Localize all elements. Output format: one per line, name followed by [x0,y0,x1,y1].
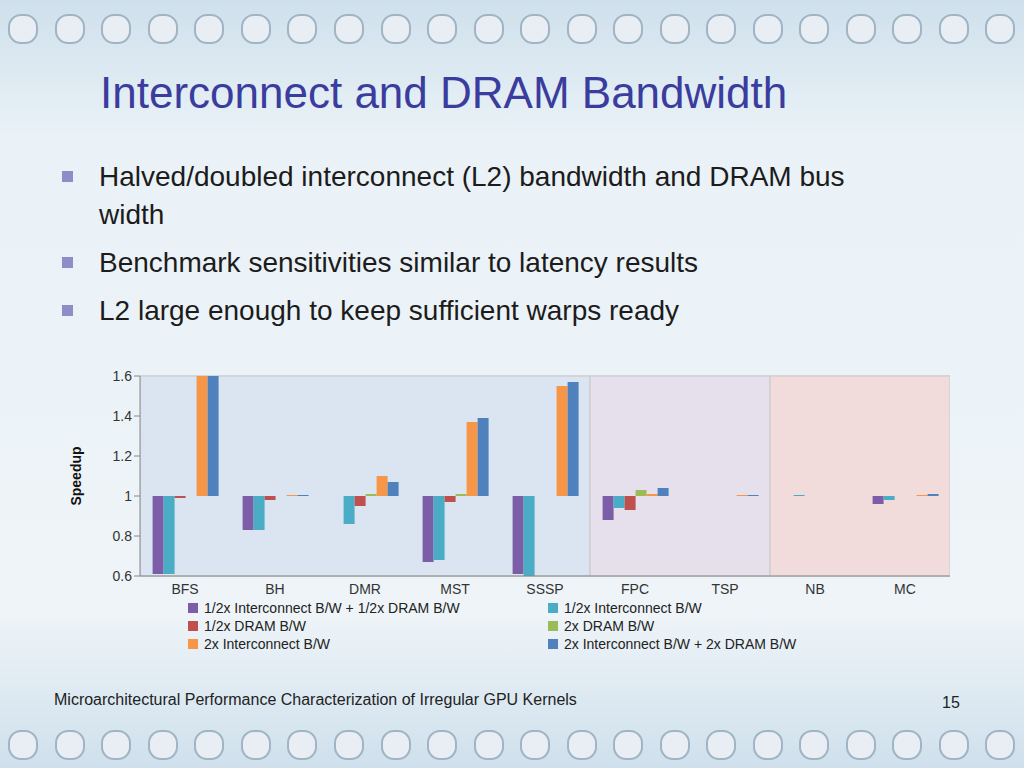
html-text:Microarchitectural Performance: Microarchitectural Performance Character… [54,691,577,708]
html-text:Benchmark sensitivities simila: Benchmark sensitivities similar to laten… [99,247,699,278]
svg-text:TSP: TSP [711,581,738,597]
html-text:2x Interconnect B/W: 2x Interconnect B/W [204,636,331,652]
svg-text:0.6: 0.6 [113,568,133,584]
svg-text:1.4: 1.4 [113,408,133,424]
svg-text:NB: NB [805,581,824,597]
svg-text:BH: BH [265,581,284,597]
svg-text:Speedup: Speedup [68,446,84,505]
svg-text:FPC: FPC [621,581,649,597]
html-text:L2 large enough to keep suffic: L2 large enough to keep sufficient warps… [99,295,680,326]
html-text:2x DRAM B/W: 2x DRAM B/W [564,618,655,634]
svg-text:MC: MC [894,581,916,597]
svg-text:0.8: 0.8 [113,528,133,544]
html-text:1/2x DRAM B/W: 1/2x DRAM B/W [204,618,306,634]
html-text:15: 15 [942,694,960,711]
svg-text:1.6: 1.6 [113,368,133,384]
html-text:Interconnect and DRAM Bandwidt: Interconnect and DRAM Bandwidth [100,68,788,117]
svg-text:1.2: 1.2 [113,448,133,464]
html-text:1/2x Interconnect B/W + 1/2x D: 1/2x Interconnect B/W + 1/2x DRAM B/W [204,600,460,616]
svg-text:BFS: BFS [171,581,198,597]
svg-text:DMR: DMR [349,581,381,597]
svg-text:SSSP: SSSP [526,581,563,597]
html-text:1/2x Interconnect B/W: 1/2x Interconnect B/W [564,600,702,616]
html-text:Halved/doubled interconnect (L: Halved/doubled interconnect (L2) bandwid… [99,161,845,230]
svg-text:1: 1 [124,488,132,504]
html-text:2x Interconnect B/W + 2x DRAM: 2x Interconnect B/W + 2x DRAM B/W [564,636,797,652]
svg-text:MST: MST [440,581,470,597]
